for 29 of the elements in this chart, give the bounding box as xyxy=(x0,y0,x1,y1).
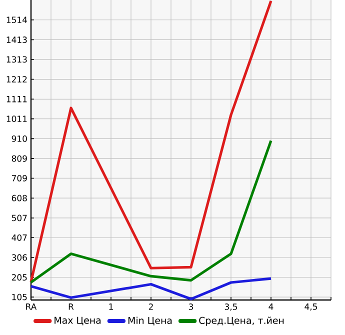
x-tick-label: 2 xyxy=(148,304,153,310)
legend-label: Max Цена xyxy=(54,316,101,326)
y-tick-label: 709 xyxy=(12,175,27,182)
y-tick-label: 407 xyxy=(12,234,27,241)
y-tick-label: 306 xyxy=(12,254,27,261)
y-tick-label: 1111 xyxy=(6,96,27,102)
y-tick-label: 1413 xyxy=(6,36,27,43)
y-tick-label: 105 xyxy=(12,294,27,300)
x-tick-label: 3,5 xyxy=(224,304,237,311)
x-tick-label: 4,5 xyxy=(304,304,317,311)
x-tick-label: 4 xyxy=(268,304,274,310)
y-tick-label: 608 xyxy=(12,194,27,202)
y-tick-label: 1011 xyxy=(6,116,27,122)
legend-label: Min Цена xyxy=(128,316,172,326)
line-series xyxy=(30,0,272,284)
y-tick-label: 809 xyxy=(12,155,27,162)
y-tick-label: 1514 xyxy=(6,16,27,24)
x-tick-label: 3 xyxy=(188,304,194,310)
line-series xyxy=(30,139,272,284)
y-tick-label: 910 xyxy=(12,135,27,142)
x-tick-label: R xyxy=(68,304,74,310)
y-tick-label: 1212 xyxy=(6,76,27,82)
y-tick-label: 1313 xyxy=(6,56,27,63)
y-tick-label: 507 xyxy=(12,214,27,222)
y-tick-label: 205 xyxy=(12,274,27,281)
legend-label: Сред.Цена, т.йен xyxy=(199,316,284,326)
line-series xyxy=(30,277,272,300)
x-tick-label: RA xyxy=(26,304,37,310)
x-tick-label: 1 xyxy=(109,304,113,310)
